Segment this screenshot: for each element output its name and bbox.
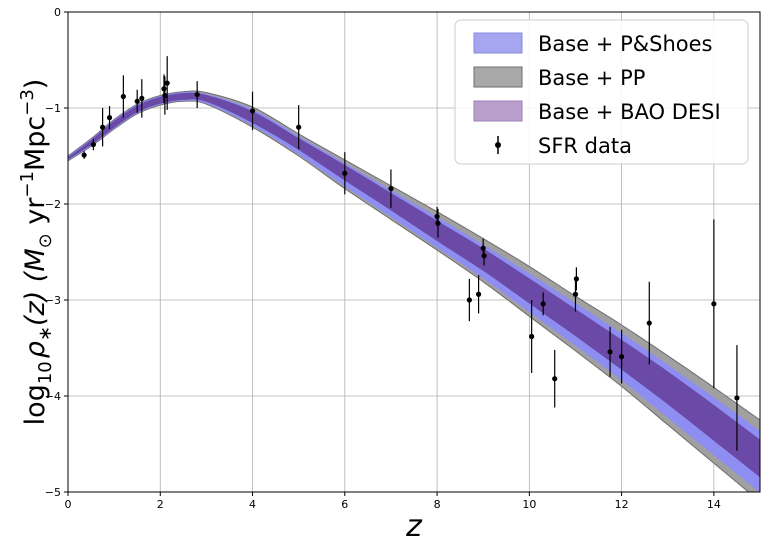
marker xyxy=(480,245,486,251)
x-tick-label: 12 xyxy=(615,498,629,511)
legend-marker xyxy=(495,142,501,148)
y-tick-label: −5 xyxy=(45,486,61,499)
sfr-data-point xyxy=(573,267,579,291)
sfr-data-point xyxy=(81,151,87,159)
sfr-data-point xyxy=(388,169,394,208)
marker xyxy=(162,92,168,99)
sfr-data-point xyxy=(342,152,348,195)
marker xyxy=(342,170,348,176)
sfr-data-point xyxy=(106,106,113,130)
marker xyxy=(572,291,579,297)
sfr-data-point xyxy=(249,91,256,131)
marker xyxy=(529,333,535,340)
legend-swatch xyxy=(473,100,523,122)
legend-entry-base-p-shoes: Base + P&Shoes xyxy=(473,32,712,56)
marker xyxy=(388,186,394,192)
band-base-p-shoes xyxy=(68,91,760,492)
axis-ticks: 0 2 4 6 8 10 12 14 0 −1 −2 −3 −4 −5 xyxy=(45,6,721,511)
sfr-data-point xyxy=(475,275,482,314)
marker xyxy=(607,349,613,355)
band-layer xyxy=(68,90,760,492)
marker xyxy=(552,376,558,382)
x-tick-label: 6 xyxy=(341,498,348,511)
y-tick-label: −3 xyxy=(45,294,61,307)
sfr-data-point xyxy=(435,208,441,238)
marker xyxy=(540,301,546,307)
marker xyxy=(296,124,302,130)
marker xyxy=(435,220,441,226)
sfr-data-point xyxy=(296,105,302,150)
marker xyxy=(466,297,472,303)
sfr-data-point xyxy=(100,108,106,147)
sfr-data-point xyxy=(711,219,717,389)
legend-swatch xyxy=(473,66,523,88)
marker xyxy=(194,91,200,98)
marker xyxy=(481,253,487,259)
marker xyxy=(139,95,145,101)
sfr-data-point xyxy=(134,89,140,113)
sfr-data-point xyxy=(734,345,740,451)
x-axis-label: z xyxy=(405,509,423,544)
sfr-data-point xyxy=(619,329,625,384)
x-tick-label: 10 xyxy=(522,498,536,511)
x-tick-label: 0 xyxy=(65,498,72,511)
y-tick-label: −1 xyxy=(45,102,61,115)
band-base-bao-desi xyxy=(68,92,760,478)
plot-frame xyxy=(67,11,761,493)
y-axis-label: log10ρ∗(z) (M⊙ yr−1Mpc−3) xyxy=(17,79,56,426)
marker xyxy=(81,152,87,158)
sfr-data-point xyxy=(90,138,96,151)
legend-entry-sfr-data: SFR data xyxy=(495,134,632,158)
legend-entry-base-bao-desi: Base + BAO DESI xyxy=(473,100,721,124)
sfr-data-point xyxy=(120,75,126,118)
x-tick-label: 8 xyxy=(434,498,441,511)
marker xyxy=(619,354,625,360)
legend-box xyxy=(454,19,749,165)
sfr-data-point xyxy=(139,79,145,118)
y-tick-label: −4 xyxy=(45,390,61,403)
x-tick-label: 4 xyxy=(249,498,256,511)
sfr-data-point xyxy=(607,326,613,377)
legend-label: Base + PP xyxy=(538,66,645,90)
marker xyxy=(134,98,140,104)
legend: Base + P&Shoes Base + PP Base + BAO DESI SF… xyxy=(454,19,749,165)
x-tick-label: 2 xyxy=(157,498,164,511)
sfr-data-point xyxy=(540,292,546,316)
legend-label: SFR data xyxy=(538,134,632,158)
marker xyxy=(120,93,126,100)
sfr-data-point xyxy=(164,56,170,110)
sfr-data-point xyxy=(481,246,487,266)
legend-swatch xyxy=(473,32,523,54)
y-tick-label: 0 xyxy=(54,6,61,19)
legend-label: Base + P&Shoes xyxy=(538,32,712,56)
marker xyxy=(573,276,579,282)
marker xyxy=(164,80,170,86)
legend-label: Base + BAO DESI xyxy=(538,100,721,124)
band-base-pp xyxy=(68,90,760,492)
legend-entry-base-pp: Base + PP xyxy=(473,66,645,90)
marker xyxy=(434,213,440,220)
data-points xyxy=(81,56,740,451)
marker xyxy=(711,301,717,307)
marker xyxy=(106,115,113,121)
x-tick-label: 14 xyxy=(707,498,721,511)
marker xyxy=(475,291,482,297)
sfr-data-point xyxy=(646,281,652,365)
sfr-data-point xyxy=(552,349,558,408)
marker xyxy=(161,86,167,92)
marker xyxy=(100,124,106,130)
marker xyxy=(646,320,652,326)
marker xyxy=(90,141,96,148)
sfr-data-point xyxy=(572,276,579,312)
marker xyxy=(734,395,740,401)
marker xyxy=(249,108,256,114)
sfr-data-point xyxy=(194,81,200,108)
sfr-data-point xyxy=(529,300,535,373)
y-tick-label: −2 xyxy=(45,198,61,211)
sfr-data-point xyxy=(466,278,472,322)
